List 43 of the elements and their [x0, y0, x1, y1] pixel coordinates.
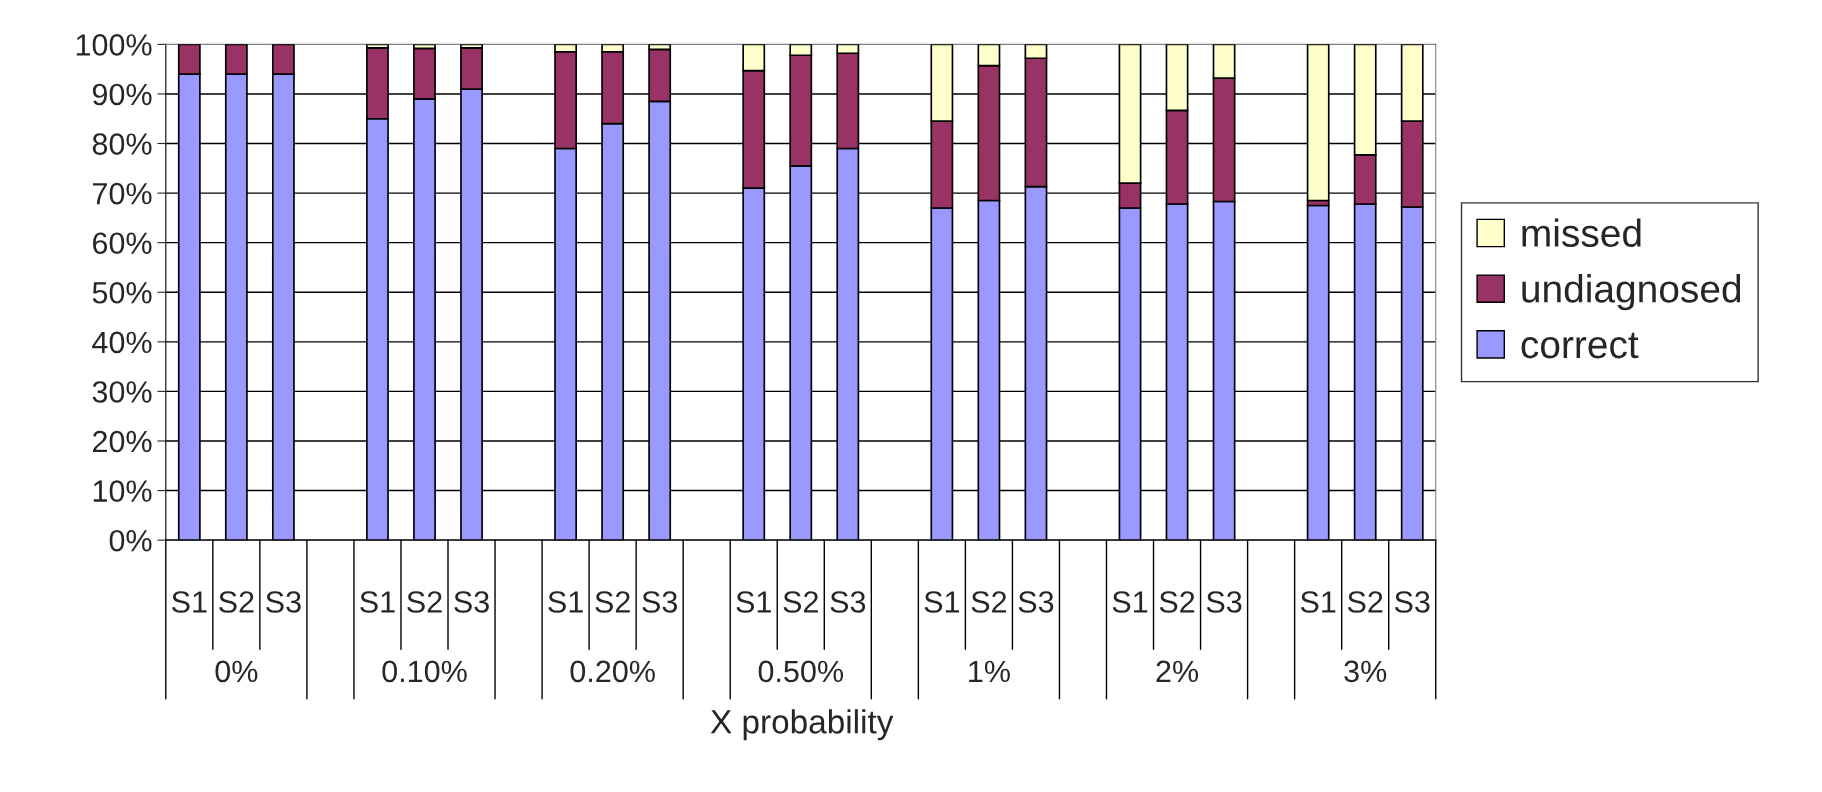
x-tick-label: S1 [360, 591, 395, 613]
legend-label: missed [1522, 218, 1641, 247]
x-tick-label: S3 [1018, 591, 1054, 613]
text: 0.50% [758, 660, 843, 683]
y-tick-label: 30% [92, 381, 152, 403]
y-tick-label: 90% [92, 83, 152, 106]
x-tick-label: S2 [783, 591, 818, 613]
text: 0% [215, 660, 258, 683]
y-tick-label: 60% [93, 232, 152, 255]
x-tick-label: S3 [454, 591, 489, 613]
y-tick-label: 50% [92, 281, 152, 304]
x-axis-title: X probability [710, 709, 894, 741]
x-tick-label: S2 [1347, 591, 1383, 613]
y-tick-label: 100% [76, 34, 152, 56]
x-tick-label: S2 [1159, 591, 1195, 613]
x-tick-label: S3 [266, 591, 301, 613]
text: 2% [1156, 660, 1199, 683]
text: 0.20% [570, 660, 655, 683]
text: 0.10% [382, 660, 467, 683]
y-tick-label: 0% [109, 529, 152, 552]
x-tick-label: S1 [1300, 591, 1336, 613]
legend-label: undiagnosed [1522, 274, 1741, 311]
y-tick-label: 70% [93, 182, 152, 205]
x-tick-label: S3 [642, 591, 678, 613]
x-tick-label: S1 [1112, 591, 1148, 613]
x-tick-label: S1 [924, 591, 960, 613]
x-tick-label: S3 [1394, 591, 1430, 613]
x-tick-label: S2 [407, 591, 442, 613]
y-tick-label: 40% [92, 331, 152, 354]
x-tick-label: S1 [172, 591, 207, 613]
x-tick-label: S1 [736, 591, 771, 613]
x-tick-label: S3 [830, 591, 866, 613]
y-tick-label: 10% [93, 480, 152, 502]
x-tick-label: S2 [219, 591, 254, 613]
x-tick-label: S2 [595, 591, 630, 613]
legend-label: correct [1521, 332, 1639, 359]
y-tick-label: 20% [92, 430, 152, 453]
x-tick-label: S3 [1206, 591, 1242, 613]
text: 3% [1344, 660, 1387, 683]
text: 1% [969, 660, 1010, 683]
x-tick-label: S2 [971, 591, 1007, 613]
y-tick-label: 80% [92, 133, 152, 155]
x-tick-label: S1 [548, 591, 583, 613]
